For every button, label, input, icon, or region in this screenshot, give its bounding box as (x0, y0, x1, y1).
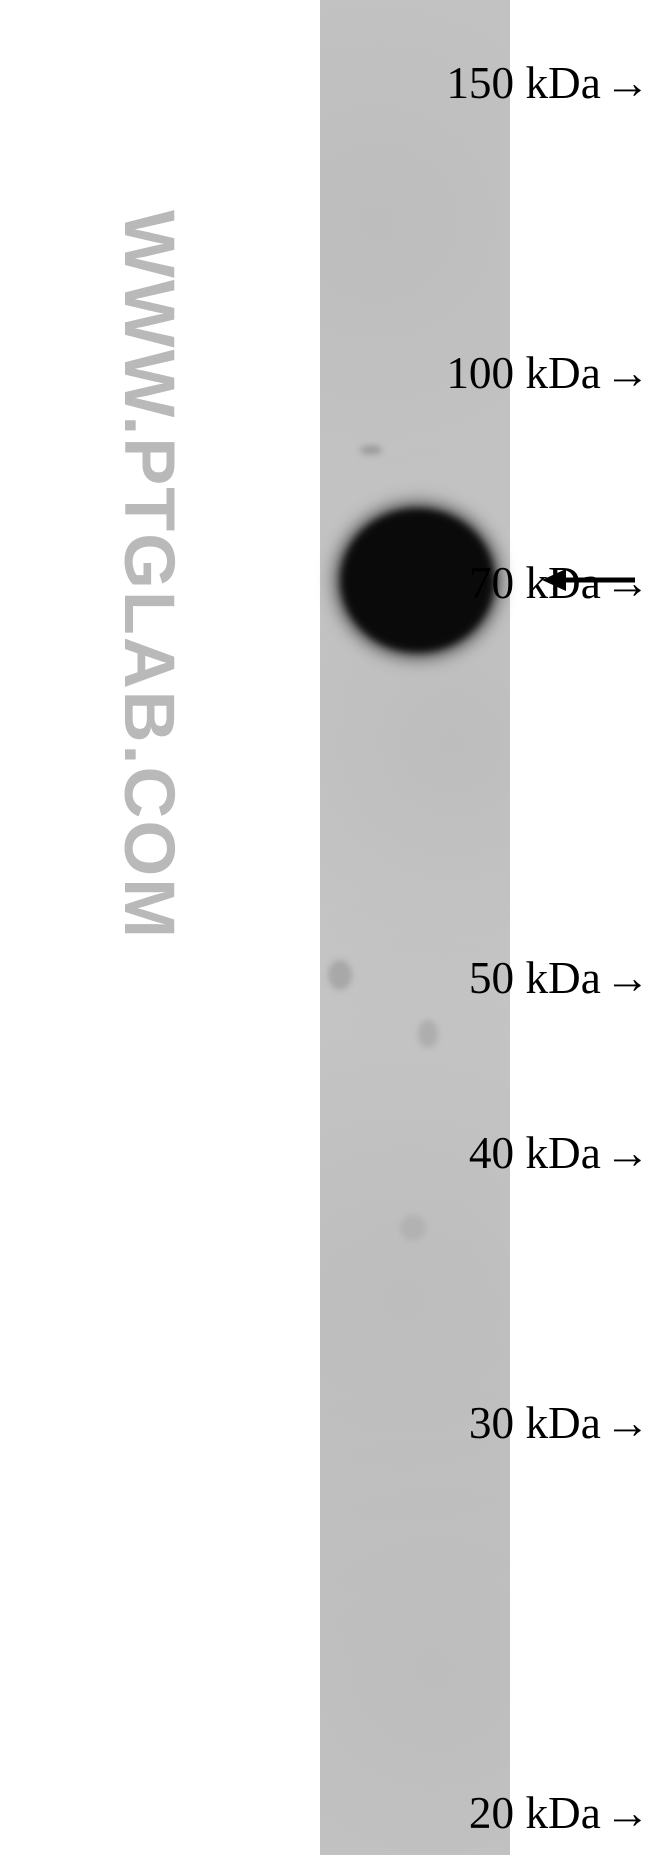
arrow-right-icon: → (605, 1127, 650, 1179)
marker-label: 150 kDa→ (340, 57, 650, 109)
marker-text: 50 kDa (469, 952, 601, 1004)
marker-text: 100 kDa (446, 347, 600, 399)
lane-smudge (418, 1020, 438, 1048)
lane-smudge (360, 445, 382, 455)
arrow-right-icon: → (605, 952, 650, 1004)
marker-label: 40 kDa→ (340, 1127, 650, 1179)
lane-smudge (400, 1215, 426, 1241)
marker-text: 20 kDa (469, 1787, 601, 1839)
arrow-right-icon: → (605, 1787, 650, 1839)
marker-text: 30 kDa (469, 1397, 601, 1449)
arrow-right-icon: → (605, 57, 650, 109)
marker-text: 150 kDa (446, 57, 600, 109)
watermark-text: WWW.PTGLAB.COM (108, 210, 190, 940)
marker-label: 70 kDa→ (340, 557, 650, 609)
arrow-right-icon: → (605, 347, 650, 399)
marker-label: 50 kDa→ (340, 952, 650, 1004)
marker-label: 100 kDa→ (340, 347, 650, 399)
marker-text: 70 kDa (469, 557, 601, 609)
blot-lane (320, 0, 510, 1855)
marker-text: 40 kDa (469, 1127, 601, 1179)
marker-label: 20 kDa→ (340, 1787, 650, 1839)
lane-smudge (328, 960, 352, 990)
marker-label: 30 kDa→ (340, 1397, 650, 1449)
arrow-right-icon: → (605, 1397, 650, 1449)
arrow-right-icon: → (605, 557, 650, 609)
